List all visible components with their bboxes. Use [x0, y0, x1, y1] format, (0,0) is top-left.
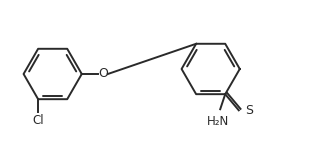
Text: S: S — [245, 104, 253, 117]
Text: Cl: Cl — [32, 114, 44, 127]
Text: H₂N: H₂N — [207, 115, 229, 128]
Text: O: O — [98, 67, 108, 80]
